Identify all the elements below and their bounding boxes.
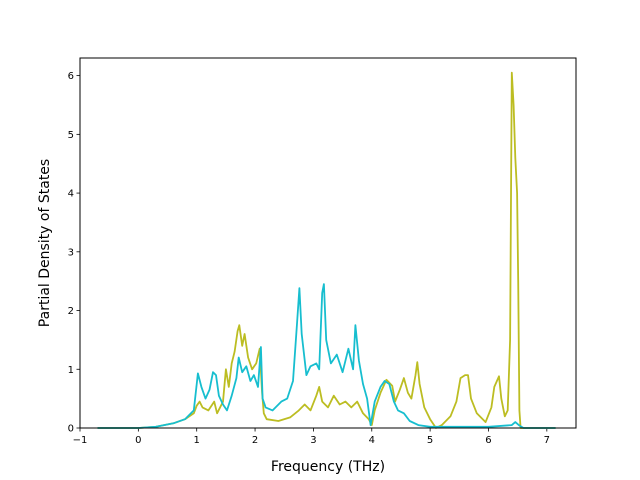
series-line-2: [97, 283, 556, 429]
x-tick-label: 0: [135, 435, 141, 446]
series-lines: [97, 71, 556, 429]
plot-frame: [79, 57, 577, 429]
y-tick-label: 4: [68, 189, 74, 200]
x-tick-label: 3: [310, 435, 316, 446]
x-tick-label: 6: [485, 435, 491, 446]
x-tick-label: 7: [544, 435, 550, 446]
y-tick-label: 0: [68, 424, 74, 435]
x-axis-label: Frequency (THz): [271, 459, 385, 475]
x-tick-label: 1: [194, 435, 200, 446]
y-axis-label: Partial Density of States: [37, 159, 53, 327]
y-tick-label: 5: [68, 130, 74, 141]
x-tick-label: 2: [252, 435, 258, 446]
x-tick-label: −1: [73, 435, 88, 446]
x-tick-label: 4: [369, 435, 375, 446]
y-tick-label: 6: [68, 71, 74, 82]
y-tick-label: 2: [68, 306, 74, 317]
x-tick-label: 5: [427, 435, 433, 446]
y-tick-label: 3: [68, 247, 74, 258]
series-line-1: [97, 71, 556, 429]
y-tick-label: 1: [68, 365, 74, 376]
